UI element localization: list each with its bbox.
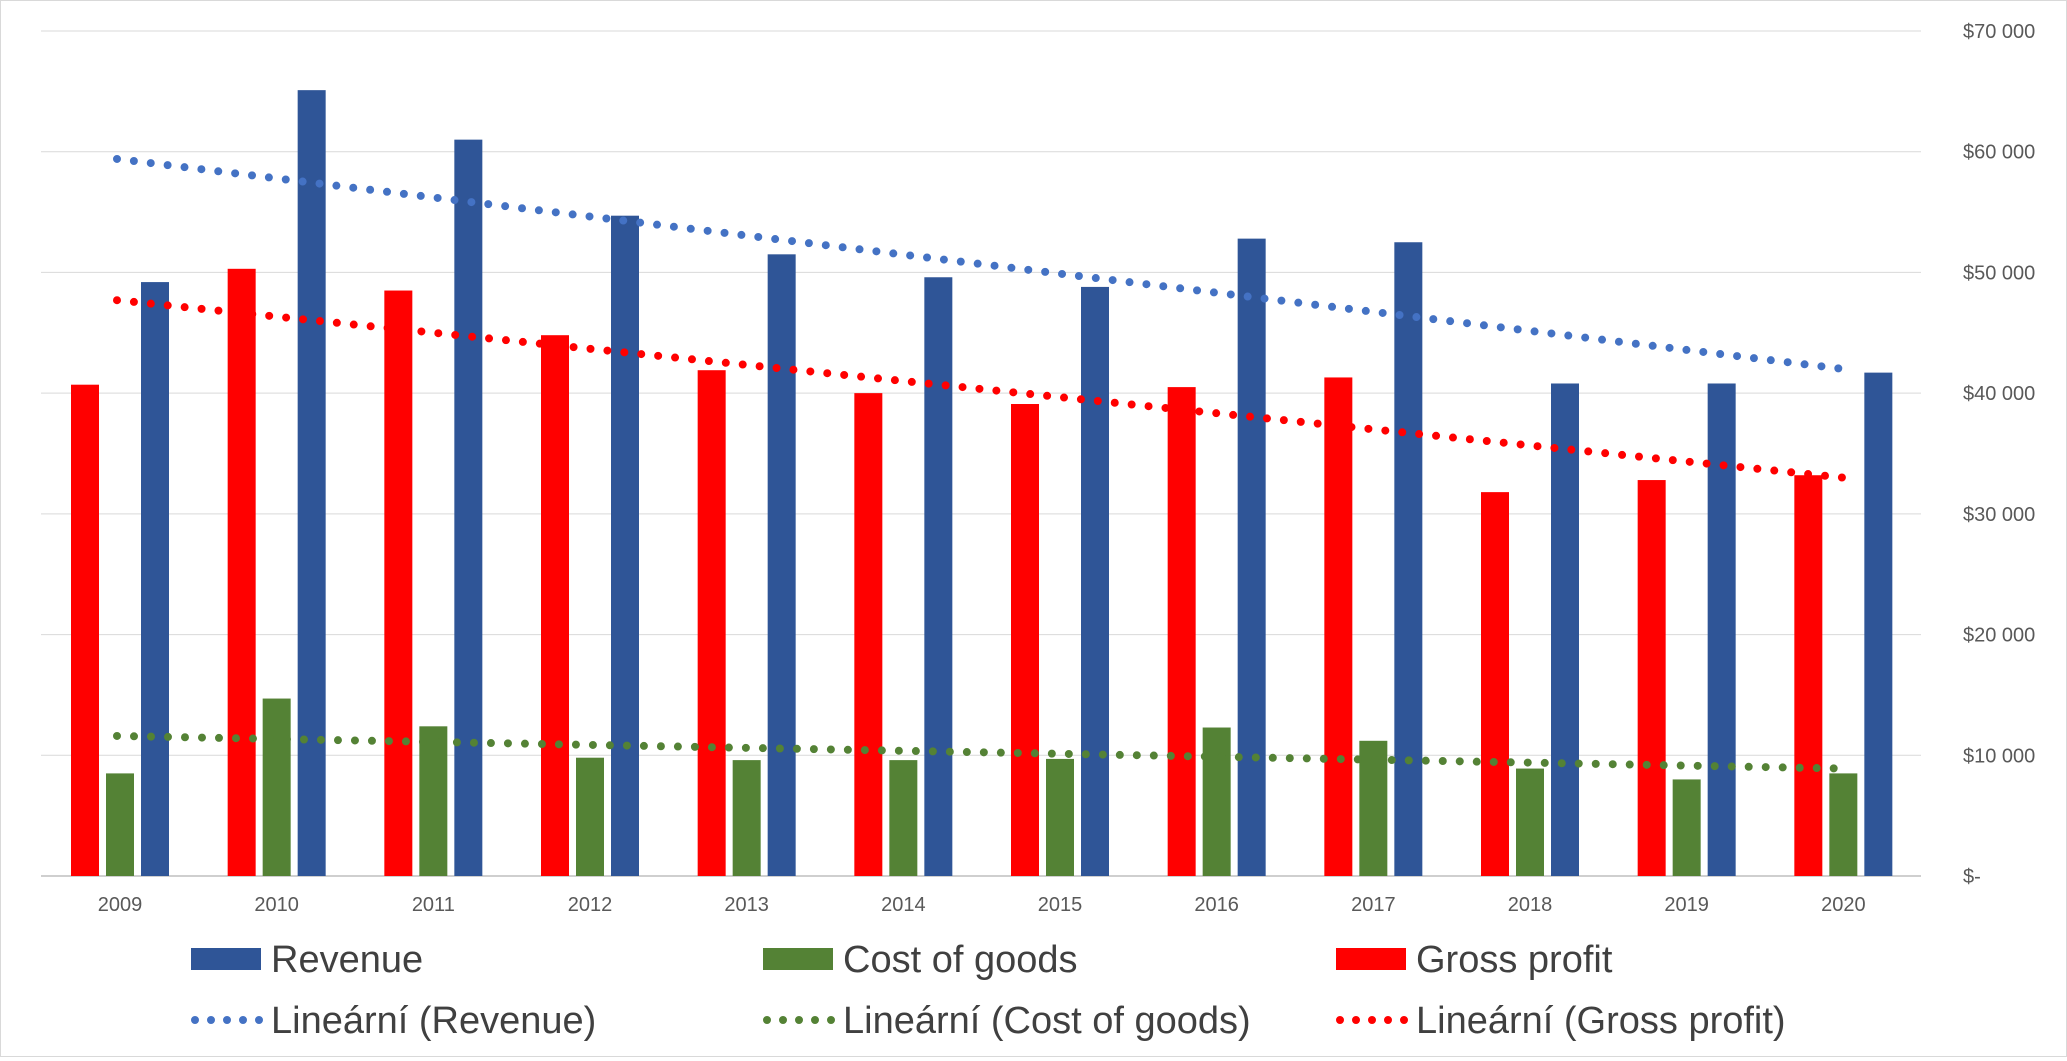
legend-item: Lineární (Gross profit) [1336,1000,1786,1042]
legend-swatch [191,948,261,970]
bar-cost-of-goods [1672,779,1701,876]
x-tick-label: 2015 [1038,894,1083,916]
bar-gross-profit [1324,377,1353,876]
y-axis-ticks: $- $10 000 $20 000 $30 000 $40 000 $50 000 $60… [1963,21,2035,888]
x-tick-label: 2018 [1508,894,1553,916]
legend-label: Lineární (Revenue) [271,1000,596,1042]
bar-cost-of-goods [1046,758,1074,876]
y-tick-label: $70 000 [1963,21,2035,43]
bar-revenue [767,254,796,877]
legend-label: Lineární (Cost of goods) [843,1000,1251,1042]
x-tick-label: 2020 [1821,894,1866,916]
bar-gross-profit [1637,480,1666,876]
legend-swatch [1336,948,1406,970]
bar-revenue [611,215,639,876]
bar-cost-of-goods [419,726,448,876]
legend-item: Lineární (Revenue) [191,1000,596,1042]
x-tick-label: 2017 [1351,894,1396,916]
bar-gross-profit [1481,492,1509,876]
legend-item: Cost of goods [763,939,1077,981]
trendlines [113,154,1848,773]
bar-cost-of-goods [262,698,291,876]
bar-cost-of-goods [1516,768,1544,876]
x-tick-label: 2011 [412,894,455,916]
x-tick-label: 2014 [881,894,926,916]
bar-cost-of-goods [106,773,134,876]
legend-swatch [763,948,833,970]
bar-gross-profit [384,290,413,876]
bar-gross-profit [1794,475,1823,876]
bar-gross-profit [1011,404,1039,876]
x-tick-label: 2012 [568,894,613,916]
x-tick-label: 2010 [254,894,299,916]
legend-label: Gross profit [1416,939,1613,981]
bar-revenue [454,139,483,877]
bar-gross-profit [854,393,883,876]
bars [71,90,1893,877]
bar-revenue [1551,383,1579,876]
bar-revenue [1707,383,1736,876]
bar-revenue [1864,372,1893,876]
bar-cost-of-goods [576,757,604,876]
y-tick-label: $20 000 [1963,625,2035,647]
bar-cost-of-goods [1829,773,1858,876]
x-tick-label: 2016 [1194,894,1239,916]
bar-revenue [141,282,169,877]
legend-label: Cost of goods [843,939,1077,981]
y-tick-label: $- [1963,866,1981,888]
trendline-line-rn-revenue- [113,154,1848,373]
bar-cost-of-goods [1202,727,1231,876]
bar-gross-profit [541,335,569,876]
x-axis-ticks: 2009 2010 2011 2012 2013 2014 2015 2016 2017 2018… [98,894,1866,916]
y-tick-label: $40 000 [1963,383,2035,405]
x-tick-label: 2019 [1664,894,1709,916]
x-tick-label: 2013 [724,894,769,916]
gridlines [41,30,1921,877]
bar-gross-profit [71,384,99,876]
bar-gross-profit [1167,387,1196,876]
x-tick-label: 2009 [98,894,143,916]
legend-item: Revenue [191,939,423,981]
bar-gross-profit [697,370,726,876]
bar-revenue [1237,238,1266,877]
y-tick-label: $10 000 [1963,745,2035,767]
bar-revenue [1081,286,1109,876]
legend-label: Revenue [271,939,423,981]
bar-revenue [1394,242,1423,876]
bar-gross-profit [227,268,256,876]
bar-revenue [924,277,953,876]
y-tick-label: $30 000 [1963,504,2035,526]
bar-revenue [297,90,326,876]
trendline-line-rn-gross-profit- [113,296,1848,482]
y-tick-label: $50 000 [1963,262,2035,284]
legend: Revenue Cost of goods Gross profit Lineární… [191,939,1786,1042]
legend-item: Lineární (Cost of goods) [763,1000,1251,1042]
bar-cost-of-goods [732,760,761,876]
bar-cost-of-goods [889,760,918,876]
legend-label: Lineární (Gross profit) [1416,1000,1786,1042]
y-tick-label: $60 000 [1963,142,2035,164]
trendline-line-rn-cost-of-goods- [113,731,1848,773]
legend-item: Gross profit [1336,939,1613,981]
